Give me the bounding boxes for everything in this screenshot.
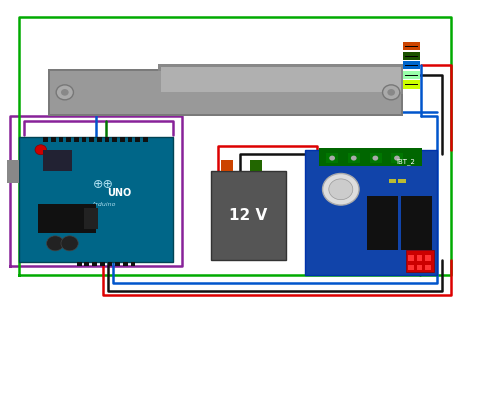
Text: Arduino: Arduino	[91, 202, 116, 207]
Bar	[105, 137, 109, 142]
Circle shape	[61, 236, 78, 251]
Bar	[120, 137, 125, 142]
Bar	[408, 265, 414, 270]
Bar	[115, 262, 120, 266]
Circle shape	[47, 236, 64, 251]
Bar	[403, 42, 420, 50]
Text: 12 V: 12 V	[229, 208, 267, 223]
Bar	[401, 196, 432, 250]
Bar	[89, 137, 94, 142]
Text: ⊕⊕: ⊕⊕	[93, 178, 114, 191]
Circle shape	[372, 156, 378, 161]
Bar	[131, 262, 135, 266]
Bar	[425, 265, 431, 270]
Text: IBT_2: IBT_2	[396, 158, 415, 165]
Bar	[367, 196, 398, 250]
Bar	[123, 262, 128, 266]
Bar	[112, 137, 117, 142]
Bar	[100, 262, 105, 266]
Bar	[77, 262, 82, 266]
Bar	[398, 179, 406, 183]
Bar	[66, 137, 71, 142]
Bar	[417, 265, 422, 270]
Bar	[305, 150, 437, 275]
Bar	[108, 262, 112, 266]
Circle shape	[35, 145, 47, 155]
Bar	[48, 69, 403, 116]
Circle shape	[394, 156, 400, 161]
Bar	[82, 137, 86, 142]
Bar	[161, 67, 401, 92]
Circle shape	[387, 89, 395, 96]
Bar	[403, 80, 420, 89]
Bar	[403, 61, 420, 69]
Circle shape	[383, 85, 400, 100]
Circle shape	[329, 179, 353, 200]
Circle shape	[61, 89, 69, 96]
Bar	[403, 71, 420, 79]
Bar	[50, 71, 401, 114]
Bar	[221, 160, 233, 171]
Bar	[158, 64, 403, 94]
Circle shape	[323, 173, 359, 205]
Bar	[74, 137, 79, 142]
Bar	[425, 255, 431, 261]
Bar	[417, 255, 422, 261]
Bar	[135, 137, 140, 142]
Bar	[319, 148, 422, 166]
Bar	[38, 204, 96, 233]
Bar	[19, 137, 173, 262]
Text: UNO: UNO	[107, 188, 131, 198]
Bar	[326, 153, 338, 163]
Bar	[7, 160, 19, 183]
Circle shape	[56, 85, 73, 100]
Bar	[84, 208, 98, 229]
Bar	[389, 179, 396, 183]
Bar	[406, 250, 434, 272]
Bar	[97, 137, 102, 142]
Bar	[143, 137, 148, 142]
Bar	[348, 153, 360, 163]
Bar	[250, 160, 262, 171]
Bar	[51, 137, 56, 142]
Bar	[211, 171, 286, 260]
Circle shape	[351, 156, 357, 161]
Bar	[84, 262, 89, 266]
Bar	[403, 52, 420, 60]
Bar	[128, 137, 132, 142]
Bar	[43, 137, 48, 142]
Bar	[391, 153, 403, 163]
Bar	[408, 255, 414, 261]
Bar	[43, 150, 72, 171]
Bar	[92, 262, 97, 266]
Bar	[370, 153, 382, 163]
Bar	[59, 137, 63, 142]
Circle shape	[329, 156, 335, 161]
